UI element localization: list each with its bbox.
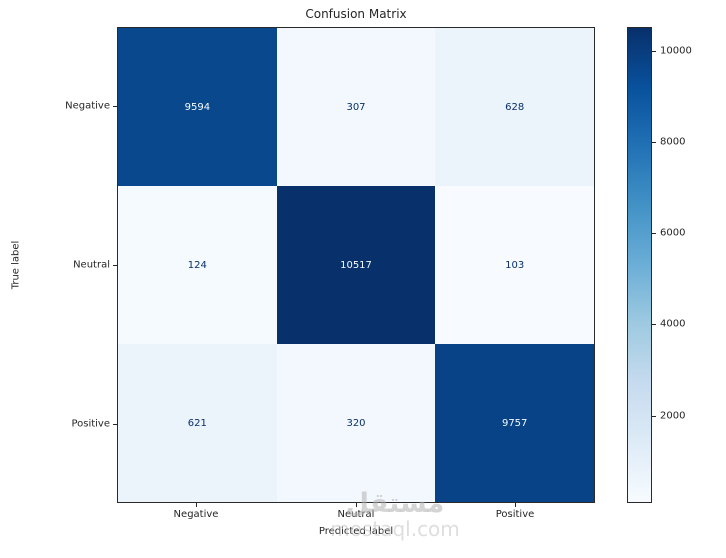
y-tick-mark (113, 106, 117, 107)
heatmap-row-negative: 9594 307 628 (118, 28, 595, 186)
x-tick-mark (515, 503, 516, 507)
colorbar-tick-mark (652, 416, 656, 417)
colorbar-tick-label-4000: 4000 (660, 318, 686, 330)
y-tick-label-negative: Negative (65, 100, 110, 112)
y-tick-label-neutral: Neutral (73, 259, 110, 271)
colorbar-tick-mark (652, 233, 656, 234)
y-axis-label: True label (10, 240, 22, 290)
heatmap-axes: 9594 307 628 124 10517 103 621 320 9757 (117, 27, 595, 503)
colorbar (627, 27, 652, 503)
x-tick-mark (356, 503, 357, 507)
colorbar-tick-label-10000: 10000 (660, 45, 692, 57)
cell-true-neutral-pred-positive: 103 (435, 186, 595, 344)
y-tick-mark (113, 424, 117, 425)
x-tick-label-neutral: Neutral (337, 509, 375, 520)
cell-true-negative-pred-positive: 628 (435, 28, 595, 186)
x-axis-label: Predicted label (318, 526, 394, 537)
heatmap-row-neutral: 124 10517 103 (118, 186, 595, 344)
x-tick-label-positive: Positive (495, 509, 535, 520)
x-tick-label-negative: Negative (173, 509, 219, 520)
y-tick-mark (113, 265, 117, 266)
cell-true-positive-pred-negative: 621 (118, 344, 277, 502)
x-tick-mark (196, 503, 197, 507)
cell-true-neutral-pred-neutral: 10517 (276, 186, 436, 344)
cell-true-negative-pred-negative: 9594 (118, 28, 277, 186)
colorbar-tick-mark (652, 324, 656, 325)
colorbar-tick-label-8000: 8000 (660, 136, 686, 148)
colorbar-tick-mark (652, 51, 656, 52)
colorbar-tick-label-2000: 2000 (660, 410, 686, 422)
heatmap-row-positive: 621 320 9757 (118, 344, 595, 502)
cell-true-positive-pred-positive: 9757 (435, 344, 595, 502)
chart-title: Confusion Matrix (305, 7, 407, 21)
cell-true-positive-pred-neutral: 320 (276, 344, 436, 502)
colorbar-tick-mark (652, 142, 656, 143)
cell-true-neutral-pred-negative: 124 (118, 186, 277, 344)
y-tick-label-positive: Positive (71, 418, 110, 430)
cell-true-negative-pred-neutral: 307 (276, 28, 436, 186)
colorbar-tick-label-6000: 6000 (660, 227, 686, 239)
